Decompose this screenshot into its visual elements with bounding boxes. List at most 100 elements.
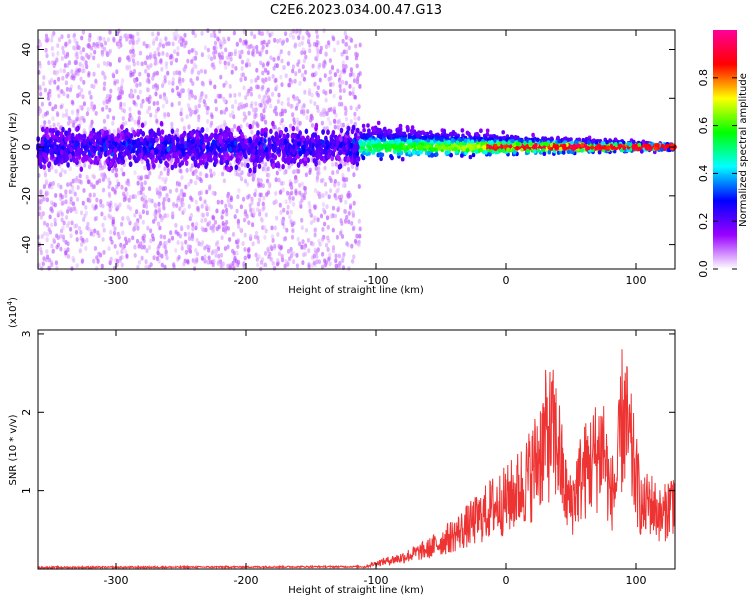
heatmap-cell — [247, 246, 251, 252]
heatmap-cell — [167, 41, 171, 46]
heatmap-cell — [50, 208, 54, 214]
heatmap-cell — [75, 149, 80, 156]
heatmap-cell — [59, 68, 63, 73]
heatmap-cell — [303, 186, 307, 191]
heatmap-cell — [84, 210, 88, 216]
heatmap-cell — [310, 123, 315, 128]
heatmap-cell — [205, 203, 209, 209]
heatmap-cell — [308, 142, 313, 148]
heatmap-cell — [290, 29, 294, 35]
heatmap-cell — [184, 184, 188, 190]
heatmap-cell — [117, 86, 121, 92]
heatmap-cell — [314, 227, 318, 233]
heatmap-cell — [108, 107, 112, 113]
heatmap-cell — [165, 255, 169, 261]
heatmap-cell — [330, 155, 335, 162]
heatmap-cell — [326, 129, 330, 135]
heatmap-cell — [95, 41, 99, 47]
heatmap-cell — [100, 211, 104, 217]
heatmap-cell — [81, 94, 85, 100]
heatmap-cell — [181, 77, 185, 83]
heatmap-cell — [107, 184, 111, 190]
heatmap-cell — [301, 260, 305, 265]
heatmap-cell — [315, 178, 319, 183]
heatmap-cell — [127, 138, 131, 144]
heatmap-cell — [358, 84, 362, 89]
heatmap-cell — [256, 235, 260, 241]
heatmap-cell — [120, 145, 125, 151]
heatmap-cell — [343, 30, 347, 36]
heatmap-cell — [154, 91, 158, 97]
heatmap-cell — [191, 81, 195, 86]
heatmap-cell — [151, 76, 155, 81]
heatmap-cell — [343, 219, 348, 225]
heatmap-cell — [109, 256, 113, 262]
heatmap-cell — [275, 84, 279, 90]
heatmap-cell — [193, 95, 197, 100]
heatmap-cell — [69, 181, 73, 187]
heatmap-cell — [181, 192, 185, 198]
heatmap-cell — [294, 174, 298, 180]
heatmap-cell — [158, 213, 162, 219]
heatmap-cell — [148, 94, 152, 100]
heatmap-cell — [280, 253, 284, 259]
heatmap-cell — [113, 162, 118, 169]
heatmap-cell — [102, 100, 106, 106]
heatmap-cell — [156, 100, 160, 106]
heatmap-cell — [146, 174, 150, 180]
heatmap-cell — [64, 112, 69, 118]
heatmap-cell — [341, 79, 345, 85]
heatmap-cell — [48, 229, 53, 235]
heatmap-cell — [43, 120, 47, 125]
heatmap-cell — [304, 54, 308, 60]
heatmap-cell — [106, 150, 111, 156]
heatmap-cell — [174, 57, 179, 63]
heatmap-cell — [50, 37, 54, 43]
heatmap-cell — [326, 116, 331, 122]
heatmap-cell — [238, 150, 243, 157]
heatmap-cell — [240, 66, 244, 71]
heatmap-cell — [186, 142, 190, 148]
heatmap-cell — [86, 54, 90, 59]
heatmap-cell — [308, 42, 312, 48]
heatmap-cell — [43, 172, 48, 178]
heatmap-cell — [164, 36, 168, 42]
heatmap-cell — [326, 235, 330, 241]
heatmap-cell — [61, 113, 66, 118]
heatmap-cell — [349, 105, 353, 111]
heatmap-cell — [78, 248, 83, 253]
heatmap-cell — [277, 92, 281, 98]
heatmap-cell — [69, 146, 73, 153]
heatmap-cell — [120, 262, 124, 268]
heatmap-cell — [290, 250, 294, 256]
heatmap-cell — [157, 258, 161, 264]
heatmap-cell — [174, 223, 178, 228]
heatmap-cell — [178, 39, 182, 44]
heatmap-cell — [280, 181, 284, 186]
heatmap-cell — [76, 93, 80, 99]
heatmap-cell — [200, 31, 204, 36]
heatmap-cell — [296, 237, 300, 242]
heatmap-cell — [323, 165, 327, 171]
heatmap-cell — [233, 93, 237, 98]
heatmap-cell — [200, 134, 205, 141]
heatmap-cell — [124, 157, 128, 163]
heatmap-cell — [78, 173, 82, 179]
heatmap-cell — [333, 213, 338, 219]
heatmap-cell — [111, 120, 115, 126]
heatmap-cell — [152, 41, 156, 46]
heatmap-cell — [196, 205, 200, 211]
heatmap-cell — [259, 102, 263, 108]
heatmap-cell — [75, 263, 79, 268]
heatmap-cell — [86, 107, 90, 112]
heatmap-cell — [167, 238, 171, 244]
heatmap-cell — [194, 50, 198, 56]
heatmap-cell — [251, 176, 255, 182]
heatmap-cell — [45, 232, 50, 237]
heatmap-cell — [254, 107, 258, 113]
heatmap-cell — [228, 237, 232, 242]
heatmap-cell — [120, 249, 124, 255]
heatmap-cell — [162, 155, 166, 161]
heatmap-cell — [64, 250, 68, 256]
heatmap-cell — [227, 61, 231, 67]
